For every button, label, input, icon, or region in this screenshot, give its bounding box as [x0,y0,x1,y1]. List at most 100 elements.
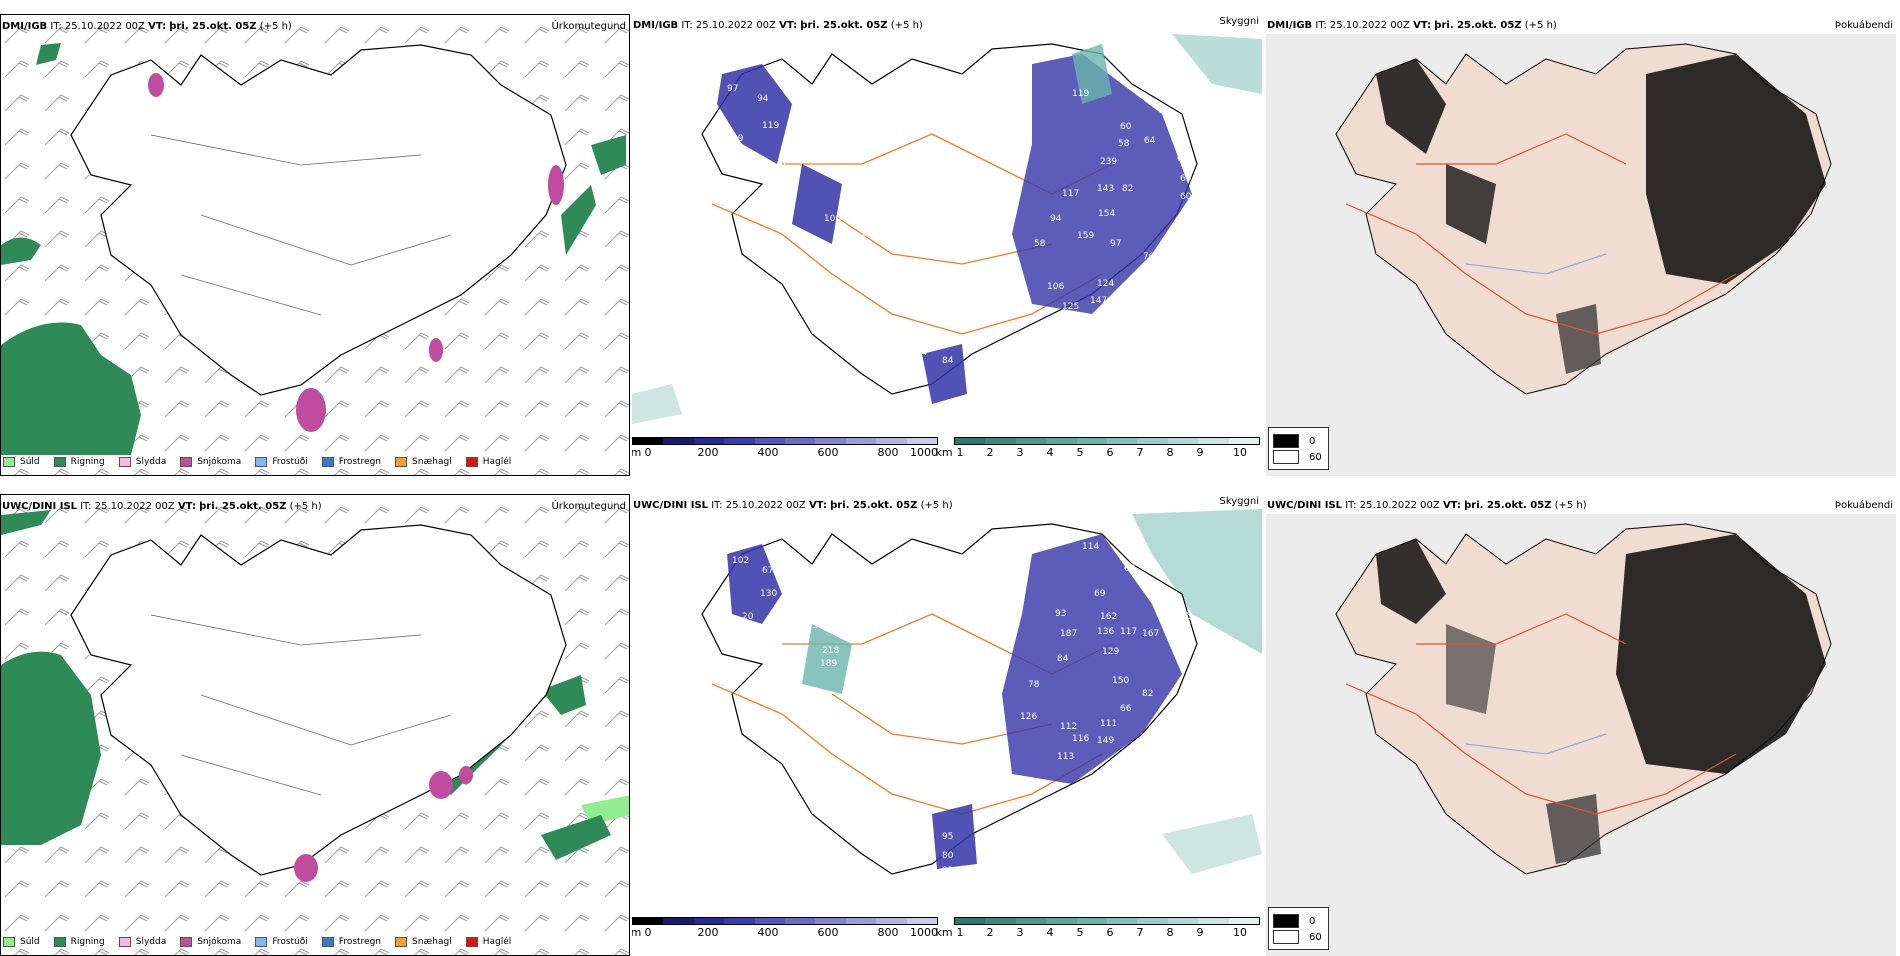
field-name: Úrkomutegund [551,501,626,512]
visibility-map-row2: UWC/DINI ISL IT: 25.10.2022 00Z VT: þri.… [632,494,1262,956]
map-value-label: 127 [784,589,802,599]
map-value-label: 94 [757,94,769,104]
valid-time: þri. 25.okt. 05Z [169,21,257,32]
map-value-label: 147 [1090,296,1108,306]
visibility-map-canvas [632,34,1262,424]
visibility-map-row1: DMI/IGB IT: 25.10.2022 00Z VT: þri. 25.o… [632,14,1262,476]
colorbar-tick: 400 [757,446,779,459]
fog-map-canvas [1266,34,1896,476]
colorbar-tick: 200 [697,926,719,939]
legend-item: Frostregn [321,937,382,947]
legend-label: 0 [1309,915,1316,927]
panel-title: DMI/IGB IT: 25.10.2022 00Z VT: þri. 25.o… [2,21,292,32]
legend-item: 0 [1273,434,1322,448]
legend-item: 60 [1273,930,1322,944]
legend-item: Snæhagl [395,457,452,467]
map-value-label: 130 [760,589,778,599]
map-value-label: 102 [714,599,732,609]
lead-time: (+5 h) [1524,20,1557,31]
map-value-label: 82 [1142,689,1154,699]
map-value-label: 154 [1098,209,1116,219]
height-colorbar: m 0 200 400 600 800 1000 [632,437,938,459]
precip-map-canvas [1,15,629,475]
map-value-label: 58 [1118,139,1130,149]
map-value-label: 66 [1120,704,1132,714]
valid-time: þri. 25.okt. 05Z [1434,20,1522,31]
colorbar-tick: 6 [1106,926,1114,939]
legend-swatch [118,937,131,947]
map-value-label: 126 [1020,712,1038,722]
map-value-label: 97 [1110,239,1122,249]
map-value-label: 188 [1057,334,1075,344]
colorbar-strip [954,917,1260,925]
legend-swatch [321,457,334,467]
map-value-label: 98 [790,121,802,131]
colorbar-tick: 800 [877,926,899,939]
map-value-label: 97 [727,84,739,94]
model-name: DMI/IGB [633,20,679,31]
legend-swatch [1273,930,1299,944]
map-value-label: 70 [1143,252,1155,262]
legend-label: Frostregn [338,457,382,467]
colorbar-tick: 3 [1016,926,1024,939]
map-value-label: 189 [820,659,838,669]
fog-map-canvas [1266,514,1896,956]
legend-swatch [465,937,478,947]
map-value-label: 112 [1060,722,1078,732]
panel-title: DMI/IGB IT: 25.10.2022 00Z VT: þri. 25.o… [633,20,923,31]
map-value-label: 106 [1047,282,1065,292]
lead-time: (+5 h) [920,500,953,511]
map-value-label: 119 [762,121,780,131]
legend-label: Snæhagl [412,457,452,467]
fog-legend: 0 60 [1268,427,1329,470]
legend-label: Frostregn [338,937,382,947]
colorbar-tick: 400 [757,926,779,939]
map-value-label: 95 [942,832,954,842]
colorbar-tick: 2 [986,446,994,459]
map-value-label: 111 [1100,719,1118,729]
map-value-label: 114 [1082,542,1100,552]
colorbar-tick: 9 [1196,926,1204,939]
colorbar-tick: 10 [1233,926,1247,939]
map-value-label: 93 [1055,609,1067,619]
init-time: IT: 25.10.2022 00Z [711,500,806,511]
colorbar-strip [632,917,938,925]
colorbar-tick: 200 [697,446,719,459]
legend-label: Frostúði [272,457,308,467]
colorbar-tick: 5 [1076,926,1084,939]
legend-label: Súld [20,937,40,947]
legend-item: Snjókoma [180,457,241,467]
legend-item: Rigning [53,457,105,467]
map-value-label: 150 [1112,676,1130,686]
legend-label: Slydda [135,937,167,947]
map-value-label: 64 [1144,136,1156,146]
lead-time: (+5 h) [1554,500,1587,511]
legend-label: Haglél [482,457,512,467]
map-value-label: 129 [1102,647,1120,657]
map-value-label: 134 [910,348,928,358]
visibility-colorbar: km 1 2 3 4 5 6 7 8 9 10 [935,917,1260,939]
legend-swatch [53,457,66,467]
map-value-label: 187 [1060,629,1078,639]
colorbar-tick: 600 [817,926,839,939]
visibility-colorbar: km 1 2 3 4 5 6 7 8 9 10 [935,437,1260,459]
field-name: Þokuábendi [1834,500,1893,511]
lead-time: (+5 h) [890,20,923,31]
legend-item: Slydda [118,457,166,467]
map-value-label: 84 [1057,654,1069,664]
colorbar-tick: 0 [644,446,652,459]
colorbar-unit: km [935,446,953,459]
colorbar-unit: m [632,446,642,459]
panel-title: UWC/DINI ISL IT: 25.10.2022 00Z VT: þri.… [2,501,322,512]
map-value-label: 63 [1124,564,1136,574]
legend-swatch [255,937,268,947]
map-value-label: 117 [1062,189,1080,199]
legend-swatch [1273,914,1299,928]
map-value-label: 70 [1172,224,1184,234]
legend-label: Rigning [70,457,105,467]
map-value-label: 258 [910,829,928,839]
colorbar-tick: 800 [877,446,899,459]
legend-item: Slydda [118,937,167,947]
colorbar-strip [954,437,1260,445]
map-value-label: 100 [824,214,842,224]
